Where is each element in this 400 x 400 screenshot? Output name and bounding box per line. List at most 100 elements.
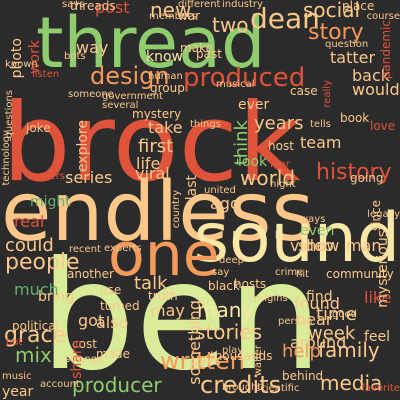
word-story: story — [308, 20, 364, 45]
word-also: also — [96, 313, 129, 332]
word-listen: listen — [32, 69, 60, 80]
word-really: really — [322, 80, 333, 108]
word-favorite: favorite — [361, 383, 400, 394]
word-talk: talk — [134, 273, 168, 294]
word-one: one — [108, 220, 220, 290]
word-find: find — [306, 289, 333, 305]
word-real: real — [14, 212, 45, 231]
word-years: years — [254, 113, 304, 134]
word-look: look — [238, 154, 268, 170]
word-last: last — [184, 175, 200, 201]
word-questions: questions — [4, 90, 15, 139]
word-cost: cost — [72, 337, 97, 351]
word-help: help — [282, 341, 321, 362]
word-book: book — [340, 111, 370, 125]
word-different: different — [178, 0, 221, 10]
word-musical: musical — [216, 79, 255, 90]
word-truth: truth — [148, 289, 178, 303]
word-going: going — [350, 171, 384, 185]
word-play: play — [222, 345, 244, 356]
word-ago: ago — [210, 194, 240, 213]
word-users: users — [38, 171, 66, 182]
word-new: new — [150, 0, 192, 22]
word-team: team — [300, 133, 342, 152]
word-pandemic: pandemic — [379, 20, 393, 80]
word-world: world — [240, 166, 296, 190]
word-experts: experts — [104, 243, 142, 254]
word-person: person — [278, 316, 313, 327]
word-legacy: legacy — [367, 209, 400, 220]
word-bots: bots — [64, 51, 86, 62]
word-say: say — [212, 267, 230, 278]
word-back: back — [352, 66, 391, 85]
word-another: another — [67, 267, 114, 281]
word-things: things — [190, 119, 221, 130]
word-media: media — [320, 371, 383, 395]
word-behind: behind — [282, 369, 324, 383]
word-place: place — [342, 0, 375, 13]
word-account: account — [40, 379, 80, 390]
word-someone: someone — [68, 89, 114, 100]
word-many: many — [197, 298, 254, 322]
word-even: even — [300, 223, 335, 239]
word-series: series — [65, 168, 113, 187]
word-endless: endless — [1, 165, 315, 260]
word-viral: viral — [135, 164, 170, 183]
word-post: post — [95, 0, 130, 17]
word-music: music — [2, 371, 32, 382]
word-take: take — [148, 118, 183, 137]
word-thread: thread — [36, 2, 266, 84]
word-would: would — [352, 80, 400, 99]
word-grace: grace — [4, 323, 67, 348]
word-design: design — [90, 62, 170, 90]
word-yes: yes — [200, 354, 221, 368]
word-country: country — [171, 190, 182, 229]
word-united: united — [204, 185, 236, 196]
word-question: question — [325, 39, 369, 50]
word-first: first — [138, 136, 174, 157]
word-host: host — [268, 139, 294, 153]
word-case: case — [290, 84, 318, 98]
word-feel: feel — [364, 329, 391, 345]
word-night: night — [270, 179, 296, 190]
word-course: course — [366, 11, 400, 22]
word-origins: origins — [254, 293, 288, 304]
word-ben: ben — [40, 230, 323, 400]
word-hosts: hosts — [234, 277, 267, 291]
word-mystery: mystery — [132, 107, 182, 121]
word-ever: ever — [238, 97, 270, 113]
word-members: members — [149, 11, 197, 22]
word-mix: mix — [15, 343, 52, 367]
word-known: known — [5, 59, 38, 70]
word-show: show — [298, 236, 340, 255]
word-made: made — [96, 347, 131, 361]
word-black: black — [208, 279, 240, 293]
word-know: know — [146, 49, 183, 65]
word-year: year — [2, 384, 34, 400]
word-social: social — [303, 0, 361, 22]
word-hear: hear — [296, 310, 333, 329]
word-crime: crime — [275, 267, 304, 278]
word-sound: sound — [193, 199, 400, 278]
word-political: political — [12, 319, 59, 333]
word-thousands: thousands — [210, 349, 273, 363]
word-producer: producer — [72, 373, 162, 397]
word-got: got — [78, 311, 105, 330]
word-something: something — [185, 300, 204, 385]
word-man: man — [346, 236, 382, 255]
word-use: use — [100, 283, 122, 297]
word-turned: turned — [100, 299, 140, 313]
word-time: time — [316, 304, 357, 325]
word-written: written — [160, 347, 245, 375]
word-walter: walter — [253, 345, 264, 377]
word-government: government — [102, 91, 163, 102]
word-love: love — [370, 119, 396, 133]
word-bot: bot — [6, 337, 23, 348]
word-past: past — [196, 47, 222, 61]
word-threads: threads — [70, 0, 116, 13]
word-war: war — [178, 9, 201, 23]
word-family: family — [318, 338, 380, 362]
word-dean: dean — [250, 2, 320, 35]
word-explore: explore — [75, 120, 91, 173]
